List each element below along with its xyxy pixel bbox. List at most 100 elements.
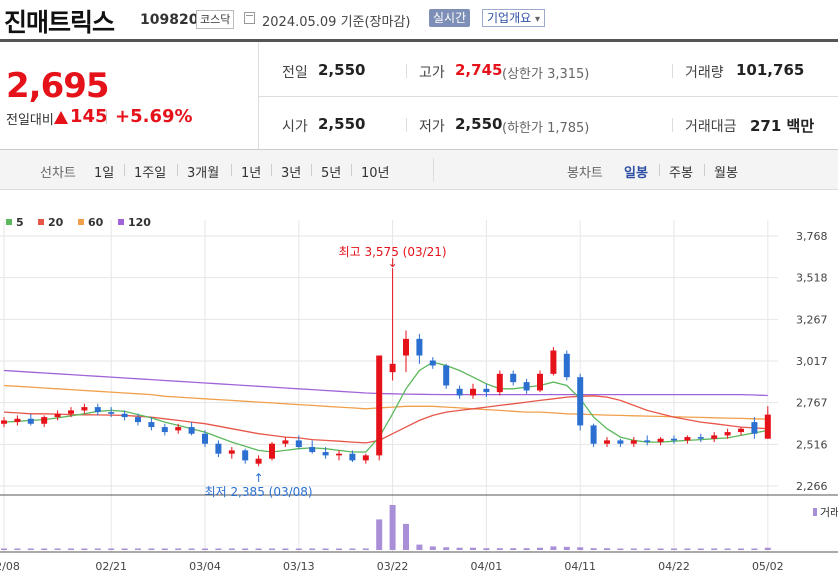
volume-bar: [496, 548, 503, 550]
volume-value: 101,765: [736, 61, 805, 79]
lower-limit: (하한가 1,785): [502, 121, 590, 136]
candlestick-chart[interactable]: 3,768 3,518 3,267 3,017 2,767 2,516 2,266 02/08…: [0, 190, 838, 578]
candle-body: [148, 422, 155, 428]
volume-bar: [751, 548, 758, 550]
low-value: 2,550: [455, 115, 503, 133]
candle-body: [202, 433, 208, 444]
candle-body: [1, 420, 7, 424]
divider: [124, 164, 125, 176]
high-annotation: 최고 3,575 (03/21): [339, 245, 447, 259]
volume-bar: [376, 519, 383, 550]
candle-body: [255, 458, 262, 464]
amount-label: 거래대금: [685, 119, 737, 135]
up-triangle-icon: [54, 111, 68, 124]
candle-body: [590, 425, 597, 444]
candle-chart-label: 봉차트: [567, 166, 603, 181]
candle-body: [362, 455, 369, 461]
tab-1day[interactable]: 1일: [94, 166, 115, 181]
volume-bar: [295, 548, 302, 550]
amount-value: 271 백만: [750, 117, 815, 135]
volume-bar: [121, 548, 128, 550]
candle-body: [697, 437, 704, 439]
prev-close-label: 전일: [282, 65, 308, 81]
tab-3year[interactable]: 3년: [281, 166, 302, 181]
tab-monthly[interactable]: 월봉: [714, 166, 738, 181]
volume-bar: [456, 547, 463, 550]
volume-bar: [657, 548, 664, 550]
x-tick-label: 05/02: [752, 560, 784, 573]
candle-body: [188, 427, 195, 434]
chevron-down-icon: ▾: [535, 14, 541, 25]
x-tick-label: 02/08: [0, 560, 20, 573]
candle-body: [295, 440, 302, 448]
volume-bar: [1, 548, 7, 550]
x-tick-label: 03/22: [377, 560, 409, 573]
candle-body: [94, 407, 101, 413]
candle-body: [671, 438, 677, 441]
quote-panel: 2,695 전일대비 145 +5.69% 전일 2,550 고가 2,745 …: [0, 42, 838, 150]
realtime-button[interactable]: 실시간: [429, 9, 471, 27]
candle-body: [537, 373, 543, 391]
candle-body: [630, 440, 637, 444]
current-price: 2,695: [6, 66, 110, 106]
candle-body: [121, 413, 128, 418]
volume-legend-swatch: [813, 508, 817, 516]
volume-bar: [202, 548, 208, 550]
candle-body: [389, 363, 396, 373]
volume-bar: [563, 546, 570, 550]
volume-bar: [14, 548, 21, 550]
candle-body: [496, 373, 503, 393]
legend-swatch: [78, 219, 84, 225]
divider: [351, 164, 352, 176]
candle-body: [336, 453, 342, 456]
tab-3month[interactable]: 3개월: [187, 166, 220, 181]
tab-daily[interactable]: 일봉: [624, 166, 648, 181]
stock-name[interactable]: 진매트릭스: [4, 8, 115, 37]
legend-label: 20: [48, 216, 64, 229]
volume-bar: [362, 548, 369, 550]
ma5-line: [3, 361, 768, 453]
candle-body: [108, 412, 115, 414]
high-value: 2,745: [455, 61, 503, 79]
x-tick-label: 04/22: [658, 560, 690, 573]
volume-bar: [215, 548, 222, 550]
tab-weekly[interactable]: 주봉: [669, 166, 693, 181]
candle-body: [738, 428, 744, 433]
tab-5year[interactable]: 5년: [321, 166, 342, 181]
volume-bar: [161, 548, 168, 550]
candle-body: [577, 377, 584, 426]
company-overview-dropdown[interactable]: 기업개요 ▾: [482, 9, 546, 27]
candle-body: [443, 365, 450, 386]
volume-bar: [671, 548, 677, 550]
volume-bar: [188, 548, 195, 550]
divider: [258, 96, 838, 97]
volume-bar: [711, 548, 718, 550]
stock-header: 진매트릭스 109820 코스닥 2024.05.09 기준(장마감) 실시간 …: [0, 0, 838, 42]
volume-bar: [630, 548, 637, 550]
candle-body: [135, 417, 141, 423]
ma20-line: [3, 395, 768, 444]
high-label: 고가: [419, 65, 445, 81]
open-value: 2,550: [318, 115, 366, 133]
volume-bar: [443, 547, 450, 550]
candle-body: [644, 440, 651, 443]
volume-bar: [697, 548, 704, 550]
candle-body: [510, 373, 517, 383]
tab-10year[interactable]: 10년: [361, 166, 390, 181]
volume-bar: [349, 548, 356, 550]
legend-label: 60: [88, 216, 104, 229]
candle-body: [242, 450, 249, 461]
candle-body: [349, 453, 356, 461]
ma120-line: [3, 369, 768, 397]
divider: [672, 64, 673, 78]
volume-bar: [81, 548, 88, 550]
upper-limit: (상한가 3,315): [502, 67, 590, 82]
candle-body: [81, 407, 88, 411]
arrow-down-icon: ↓: [388, 256, 398, 270]
tab-1year[interactable]: 1년: [241, 166, 262, 181]
y-tick-label: 2,266: [796, 480, 828, 493]
candle-body: [282, 440, 289, 444]
volume-bar: [590, 548, 597, 550]
tab-1week[interactable]: 1주일: [134, 166, 167, 181]
candle-body: [228, 450, 235, 454]
